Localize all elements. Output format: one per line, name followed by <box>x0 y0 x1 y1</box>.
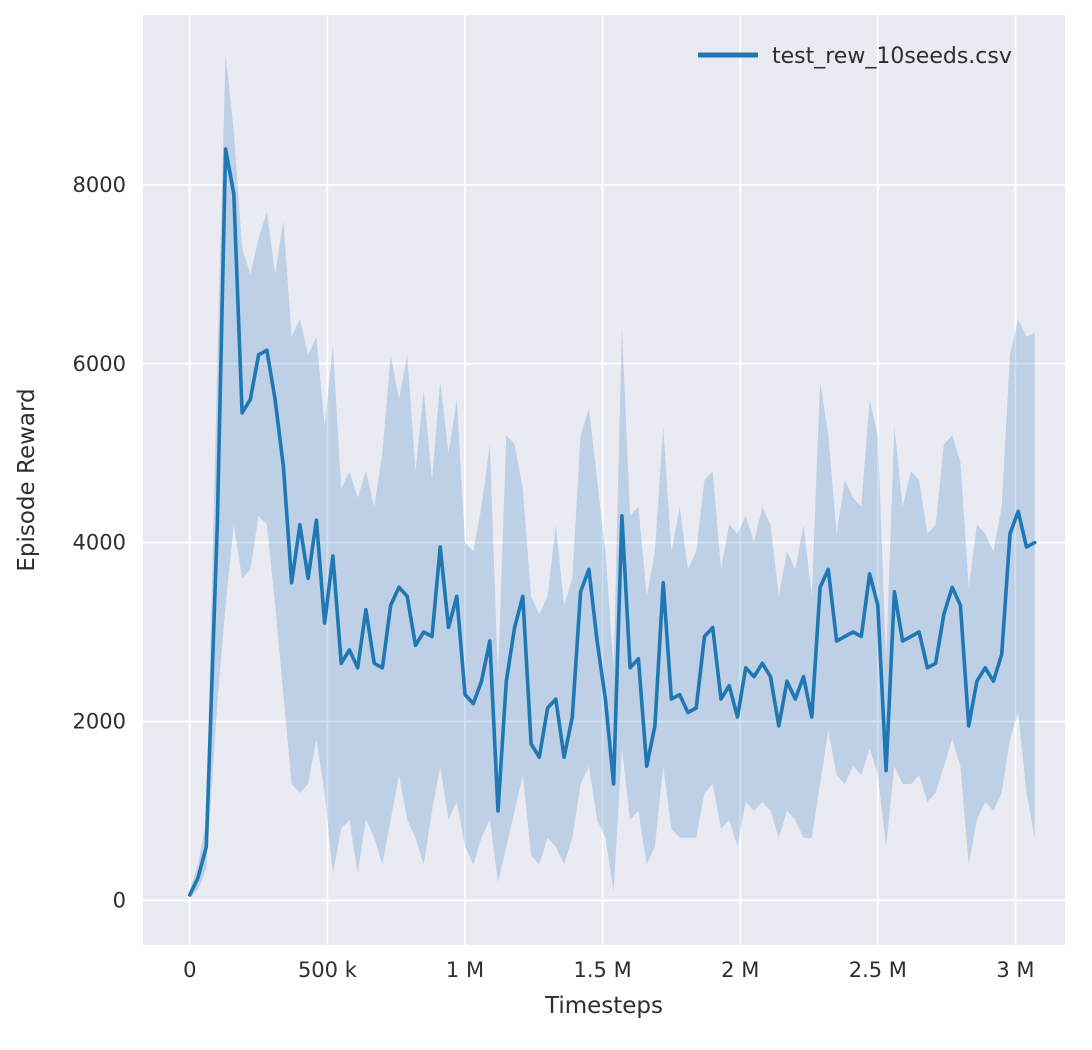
x-tick-label: 0 <box>183 958 196 982</box>
gridlines <box>143 15 1065 945</box>
y-axis-label: Episode Reward <box>14 388 40 571</box>
x-tick-label: 2.5 M <box>849 958 907 982</box>
mean-line <box>188 147 1037 897</box>
legend: test_rew_10seeds.csv <box>698 44 1012 69</box>
x-tick-label: 2 M <box>721 958 759 982</box>
x-tick-label: 1.5 M <box>574 958 632 982</box>
y-tick-label: 0 <box>113 888 126 912</box>
y-tick-label: 8000 <box>73 173 126 197</box>
y-tick-label: 2000 <box>73 709 126 733</box>
y-tick-label: 4000 <box>73 531 126 555</box>
y-tick-label: 6000 <box>73 352 126 376</box>
confidence-band <box>189 55 1035 899</box>
x-tick-label: 500 k <box>298 958 358 982</box>
x-tick-label: 3 M <box>996 958 1034 982</box>
x-axis-label: Timesteps <box>544 993 663 1019</box>
legend-label: test_rew_10seeds.csv <box>772 44 1012 69</box>
plot-background <box>143 15 1065 945</box>
x-tick-label: 1 M <box>446 958 484 982</box>
x-tick-labels: 0 500 k 1 M 1.5 M 2 M 2.5 M 3 M <box>183 958 1034 982</box>
y-tick-labels: 0 2000 4000 6000 8000 <box>73 173 126 912</box>
